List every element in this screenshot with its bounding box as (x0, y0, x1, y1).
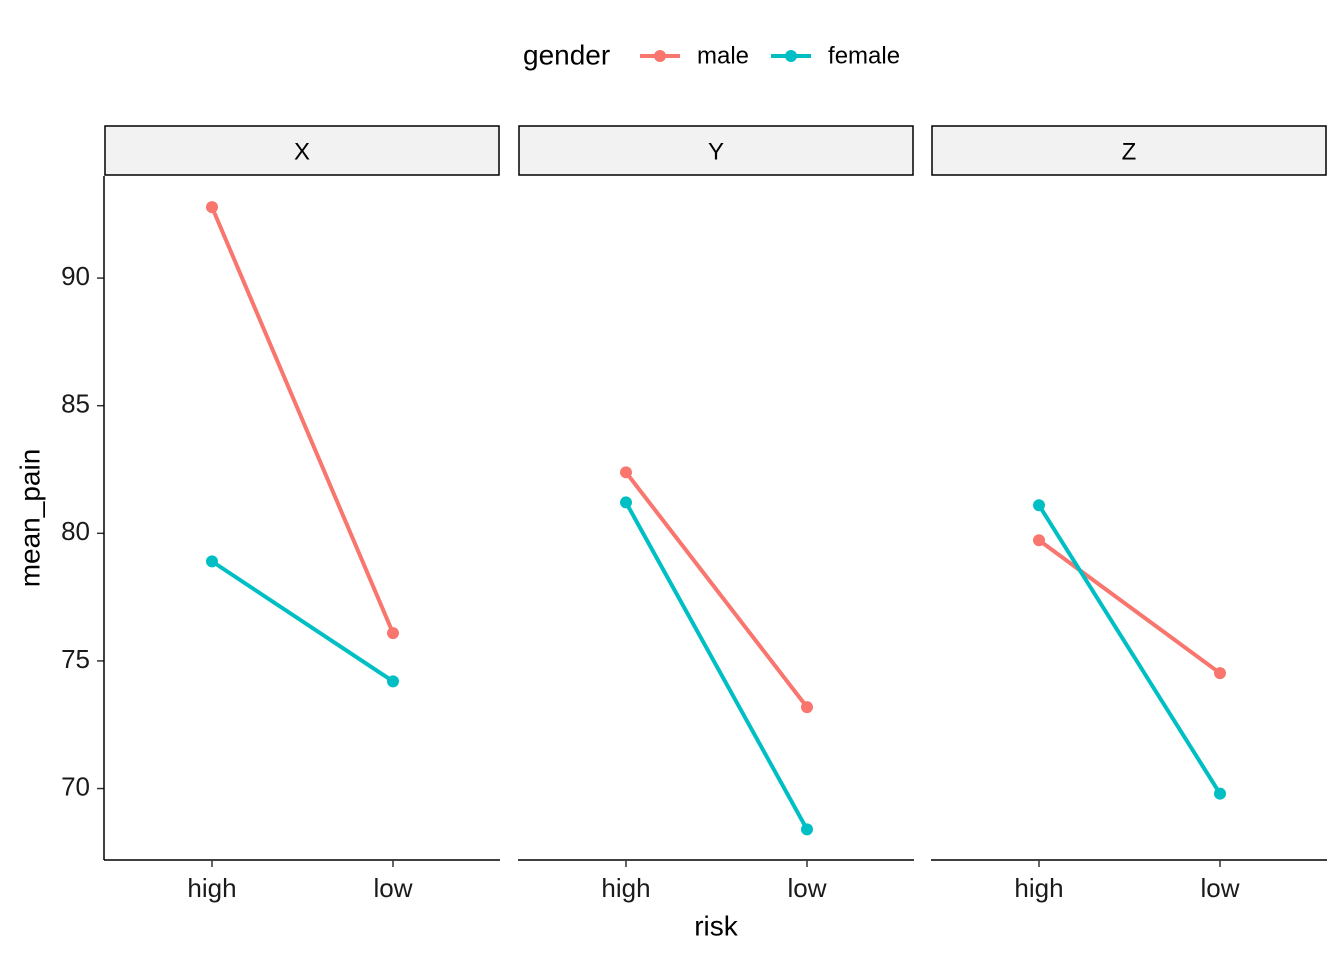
series-line (210, 559, 395, 684)
series-line (624, 471, 809, 709)
x-tick-label: high (601, 873, 650, 903)
point (1214, 787, 1226, 800)
series-line (1037, 504, 1222, 795)
x-tick-label: low (1200, 873, 1239, 903)
y-tick-label: 75 (61, 644, 90, 674)
point (206, 555, 218, 568)
point (387, 675, 399, 688)
point (620, 496, 632, 509)
point (1033, 499, 1045, 512)
facet-title: Z (1122, 138, 1137, 165)
legend-key (785, 50, 798, 62)
series-line (210, 206, 395, 634)
y-axis-label: mean_pain (14, 449, 45, 588)
series-line (1037, 538, 1222, 675)
legend-key (654, 50, 666, 62)
legend-title: gender (523, 39, 610, 70)
y-tick-label: 70 (61, 771, 90, 801)
point (1214, 667, 1226, 680)
x-tick-label: low (373, 873, 412, 903)
point (801, 823, 813, 836)
series-line (624, 501, 809, 831)
facet-strip (518, 125, 914, 176)
y-tick-label: 90 (61, 261, 90, 291)
facet-strip (104, 125, 500, 176)
x-tick-label: high (1014, 873, 1063, 903)
point (1033, 534, 1045, 547)
facet-strip (931, 125, 1327, 176)
point (387, 627, 399, 640)
x-axis-label: risk (694, 910, 739, 941)
point (620, 466, 632, 479)
point (206, 201, 218, 214)
legend-label: male (697, 42, 749, 69)
y-tick-label: 80 (61, 516, 90, 546)
y-tick-label: 85 (61, 389, 90, 419)
facet-title: X (294, 138, 310, 165)
x-tick-label: high (187, 873, 236, 903)
x-tick-label: low (787, 873, 826, 903)
facet-title: Y (708, 138, 724, 165)
legend-label: female (828, 42, 900, 69)
point (801, 701, 813, 714)
